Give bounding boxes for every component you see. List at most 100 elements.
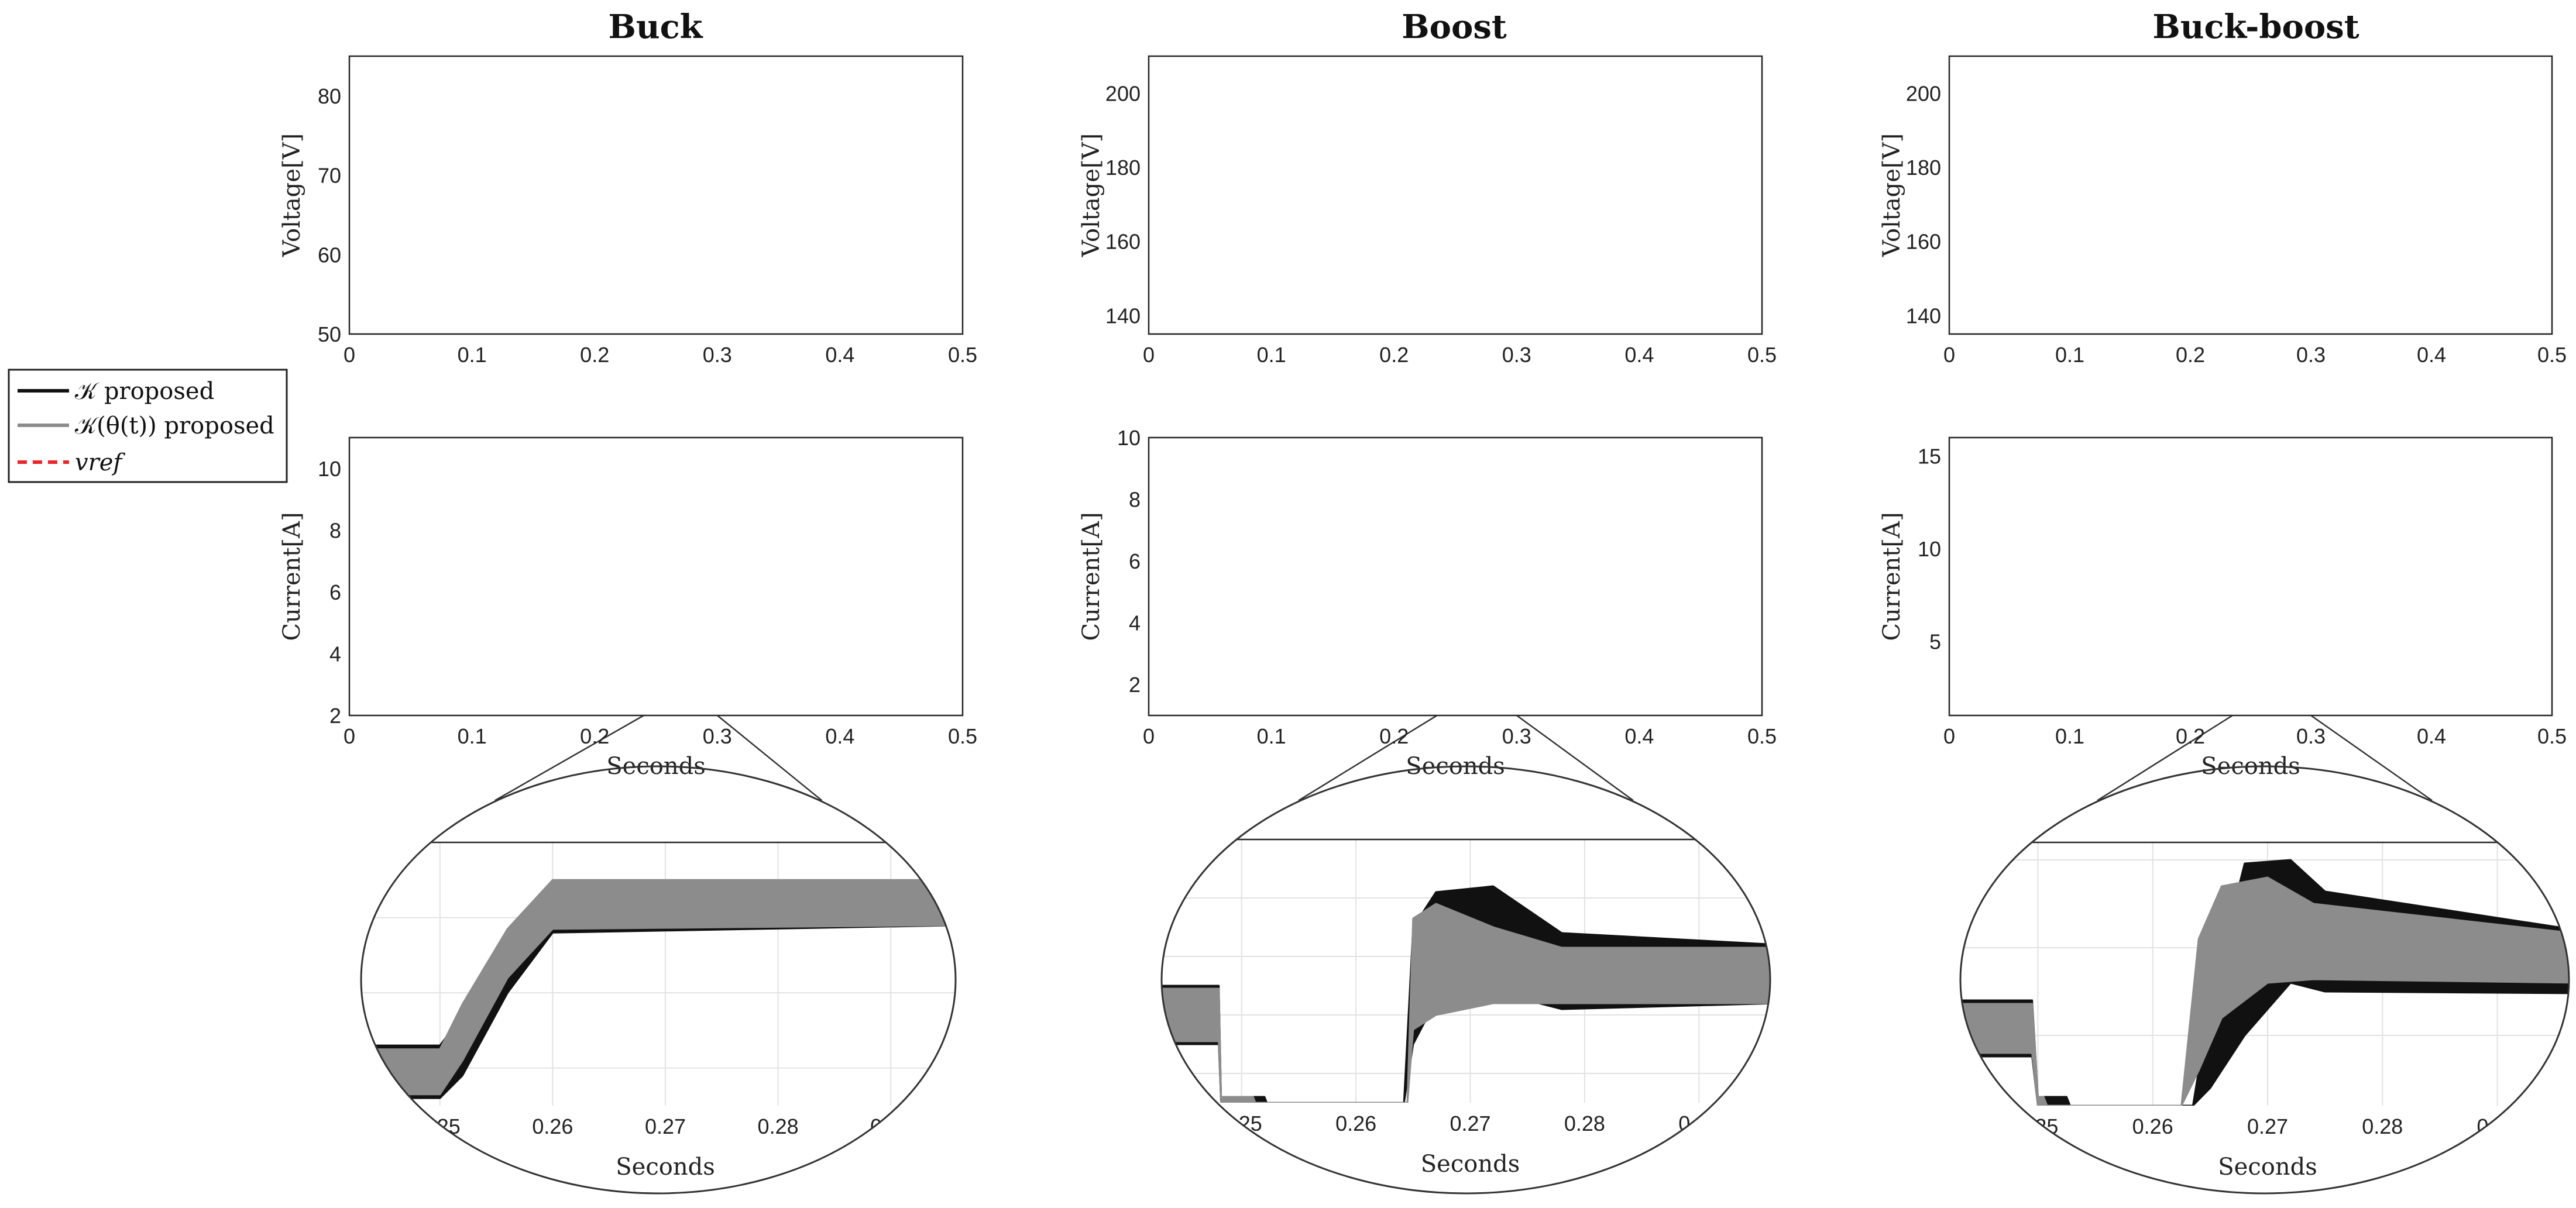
- y-tick-label: 50: [318, 322, 341, 346]
- y-tick-label: 10: [1918, 537, 1941, 561]
- y-axis-label: Current[A]: [1878, 512, 1905, 641]
- y-axis-label: Voltage[V]: [1078, 133, 1105, 257]
- x-tick-label: 0.1: [2055, 724, 2084, 748]
- plot-frame: [1148, 55, 1763, 335]
- zoom-connector-line: [717, 715, 823, 801]
- x-tick-label: 0.28: [1564, 1111, 1605, 1135]
- x-tick-label: 0.1: [1257, 724, 1286, 748]
- y-tick-label: 10: [318, 457, 341, 481]
- x-axis-label: Seconds: [1421, 1151, 1520, 1178]
- y-tick-label: 2: [1129, 673, 1141, 697]
- legend-label-k-theta-proposed: 𝒦(θ(t)) proposed: [75, 412, 274, 439]
- plot-frame: [1148, 436, 1763, 717]
- plot-frame: [348, 436, 964, 717]
- series-band-k-theta-proposed: [1162, 903, 1770, 1103]
- x-tick-label: 0.4: [2417, 724, 2446, 748]
- zoom-ellipse: [1959, 765, 2570, 1195]
- x-tick-label: 0.2: [2176, 724, 2205, 748]
- x-tick-label: 0.29: [870, 1114, 911, 1138]
- y-tick-label: 8: [329, 518, 341, 542]
- x-tick-label: 0: [1143, 343, 1155, 367]
- y-tick-label: 4: [1129, 611, 1141, 635]
- series-band-k-theta-proposed: [361, 879, 956, 1096]
- x-tick-label: 0: [1143, 724, 1155, 748]
- plot-frame: [348, 55, 964, 335]
- x-tick-label: 0.2: [2176, 343, 2205, 367]
- x-tick-label: 0.3: [2296, 343, 2326, 367]
- x-tick-label: 0.3: [1502, 343, 1531, 367]
- x-tick-label: 0.26: [532, 1114, 573, 1138]
- x-tick-label: 0.3: [703, 724, 732, 748]
- x-tick-label: 0.5: [948, 724, 977, 748]
- y-tick-label: 6: [1129, 549, 1141, 573]
- y-axis-label: Voltage[V]: [279, 133, 305, 257]
- x-tick-label: 0.3: [1502, 724, 1531, 748]
- x-tick-label: 0.27: [1450, 1111, 1490, 1135]
- y-axis-label: Voltage[V]: [1878, 133, 1905, 257]
- plot-data: [1162, 885, 1770, 1103]
- x-tick-label: 0.4: [1624, 343, 1654, 367]
- x-tick-label: 0.4: [2417, 343, 2446, 367]
- series-band-k-theta-proposed: [1960, 876, 2569, 1106]
- zoom-connector-line: [2310, 714, 2433, 801]
- y-tick-label: 80: [318, 84, 341, 108]
- x-tick-label: 0.1: [458, 343, 487, 367]
- plot-frame: [1948, 55, 2553, 335]
- x-tick-label: 0.2: [580, 343, 609, 367]
- y-tick-label: 6: [329, 580, 341, 604]
- y-axis-label: Current[A]: [1078, 512, 1105, 641]
- y-tick-label: 180: [1906, 156, 1941, 180]
- boost-voltage-plot: 0 0.1 0.2 0.3 0.4 0.5 140 160 180 200 Voltage[V]: [1078, 55, 1777, 367]
- y-tick-label: 160: [1906, 230, 1941, 254]
- plot-data: [361, 879, 956, 1099]
- y-tick-label: 10: [1117, 426, 1141, 450]
- x-tick-label: 0.5: [948, 343, 977, 367]
- x-tick-label: 0.1: [458, 724, 487, 748]
- plot-data: [1960, 859, 2569, 1106]
- buck-boost-voltage-plot: 0 0.1 0.2 0.3 0.4 0.5 140 160 180 200 Voltage[V]: [1878, 55, 2567, 367]
- x-tick-label: 0: [1943, 724, 1955, 748]
- y-tick-label: 140: [1105, 304, 1141, 328]
- y-axis-label: Current[A]: [279, 512, 305, 641]
- x-tick-label: 0.2: [1379, 724, 1409, 748]
- y-tick-label: 8: [1129, 488, 1141, 512]
- x-tick-label: 0.3: [703, 343, 732, 367]
- y-tick-label: 5: [1929, 629, 1941, 653]
- x-tick-label: 0.27: [645, 1114, 686, 1138]
- y-tick-label: 200: [1906, 81, 1941, 105]
- zoom-ellipse: [360, 765, 957, 1195]
- column-title-buck: Buck: [609, 8, 703, 46]
- y-tick-label: 2: [329, 704, 341, 728]
- x-tick-label: 0.1: [2055, 343, 2084, 367]
- zoom-connector-line: [494, 714, 644, 801]
- column-title-buck-boost: Buck-boost: [2152, 8, 2359, 46]
- x-tick-label: 0.5: [2537, 343, 2567, 367]
- zoom-connector-line: [1516, 714, 1634, 801]
- x-tick-label: 0.28: [758, 1114, 799, 1138]
- x-tick-label: 0: [344, 343, 355, 367]
- legend: 𝒦 proposed 𝒦(θ(t)) proposed vref: [8, 369, 288, 483]
- y-tick-label: 15: [1918, 445, 1941, 469]
- x-tick-label: 0.28: [2362, 1114, 2403, 1138]
- x-tick-label: 0.26: [1335, 1111, 1376, 1135]
- x-axis-label: Seconds: [616, 1154, 715, 1181]
- buck-voltage-plot: 0 0.1 0.2 0.3 0.4 0.5 50 60 70 80 Voltage[V]: [279, 55, 977, 367]
- y-tick-label: 180: [1105, 156, 1141, 180]
- x-tick-label: 0.4: [825, 724, 854, 748]
- zoom-ellipse: [1160, 765, 1771, 1195]
- zoom-connector-line: [1298, 714, 1438, 801]
- legend-label-vref: vref: [75, 449, 125, 476]
- zoom-connectors: [494, 714, 2433, 801]
- x-tick-label: 0.5: [1747, 724, 1777, 748]
- x-tick-label: 0.4: [1624, 724, 1654, 748]
- x-tick-label: 0: [344, 724, 355, 748]
- column-title-boost: Boost: [1402, 8, 1507, 46]
- y-tick-label: 4: [329, 642, 341, 666]
